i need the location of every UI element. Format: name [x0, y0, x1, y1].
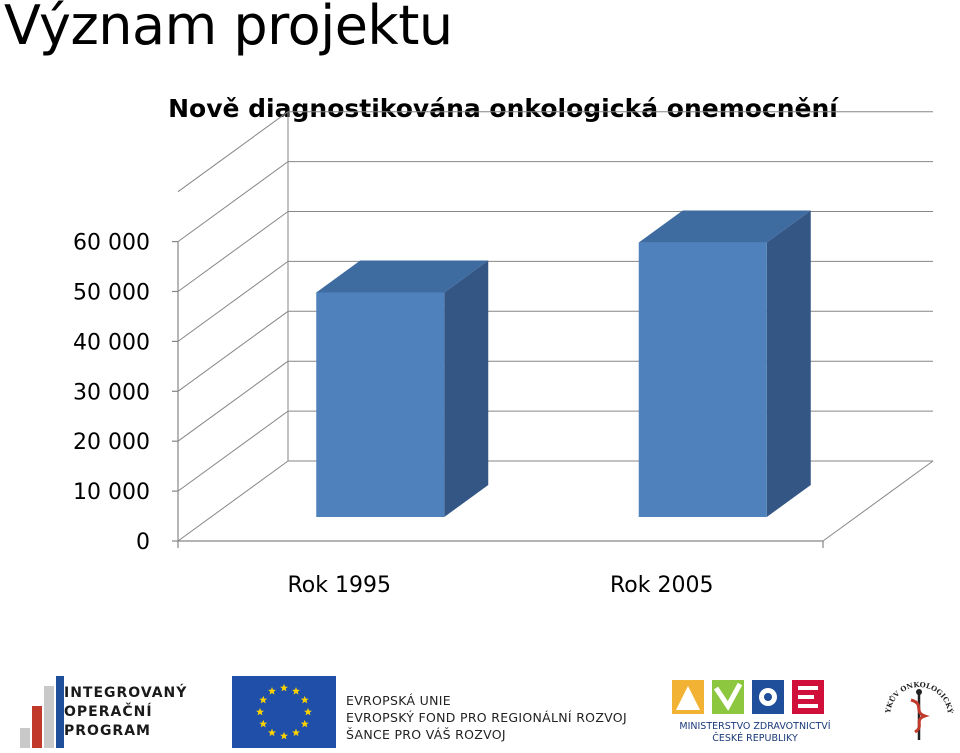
- eu-star-icon: [292, 687, 300, 695]
- eu-line: EVROPSKÁ UNIE: [346, 693, 451, 708]
- bar-front: [638, 242, 767, 518]
- eu-line: ŠANCE PRO VÁŠ ROZVOJ: [346, 727, 506, 742]
- x-tick-label: Rok 2005: [610, 573, 713, 598]
- gridline-side: [177, 460, 289, 542]
- gridline-side: [177, 310, 289, 392]
- eu-star-icon: [268, 687, 276, 695]
- y-tick-label: 40 000: [73, 330, 150, 355]
- footer-logos: INTEGROVANÝ OPERAČNÍ PROGRAM EVROPSKÁ UN…: [0, 668, 960, 750]
- iop-line: PROGRAM: [64, 723, 151, 739]
- eu-star-icon: [280, 683, 288, 692]
- bar-side: [444, 260, 489, 517]
- x-tick-label: Rok 1995: [288, 573, 391, 598]
- ministry-line: ČESKÉ REPUBLIKY: [712, 733, 798, 744]
- bar-2: [638, 210, 811, 518]
- bar-side: [766, 210, 811, 518]
- gridlines: [177, 111, 934, 542]
- eu-star-icon: [259, 719, 268, 728]
- y-tick-label: 50 000: [73, 281, 150, 306]
- page-title: Význam projektu: [4, 0, 453, 57]
- ministry-line: MINISTERSTVO ZDRAVOTNICTVÍ: [679, 721, 831, 732]
- ministry-logo-icon: [672, 680, 824, 714]
- eu-line: EVROPSKÝ FOND PRO REGIONÁLNÍ ROZVOJ: [346, 710, 627, 725]
- eu-star-icon: [300, 719, 309, 728]
- ministry-text: MINISTERSTVO ZDRAVOTNICTVÍ ČESKÉ REPUBLI…: [670, 721, 840, 745]
- y-tick-label: 20 000: [73, 430, 150, 455]
- eu-text: EVROPSKÁ UNIE EVROPSKÝ FOND PRO REGIONÁL…: [346, 692, 627, 743]
- iop-line: OPERAČNÍ: [64, 704, 153, 720]
- iop-line: INTEGROVANÝ: [64, 685, 188, 701]
- chart-title: Nově diagnostikována onkologická onemocn…: [168, 94, 839, 123]
- eu-star-icon: [280, 731, 288, 740]
- y-tick-label: 60 000: [73, 231, 150, 256]
- floor-edge: [822, 460, 934, 542]
- gridline-side: [177, 211, 289, 292]
- iop-text: INTEGROVANÝ OPERAČNÍ PROGRAM: [64, 684, 187, 741]
- eu-star-icon: [268, 728, 276, 737]
- eu-star-icon: [259, 695, 268, 704]
- y-tick-label: 0: [136, 530, 150, 555]
- y-tick-label: 30 000: [73, 380, 150, 405]
- bars: [316, 210, 811, 518]
- iop-logo-icon: [20, 676, 64, 748]
- eu-star-icon: [304, 707, 312, 716]
- bar-front: [316, 292, 445, 517]
- x-tick-labels: Rok 1995 Rok 2005: [288, 573, 714, 598]
- gridline-side: [177, 260, 289, 342]
- bar-top: [638, 210, 811, 243]
- y-tick-label: 10 000: [73, 480, 150, 505]
- eu-star-icon: [256, 707, 264, 716]
- axes: [172, 241, 824, 548]
- eu-star-icon: [292, 728, 300, 737]
- gridline-side: [177, 161, 289, 243]
- bar-top: [316, 260, 489, 293]
- eu-flag-icon: [232, 676, 336, 748]
- bar-1: [316, 260, 489, 517]
- bar-chart: Nově diagnostikována onkologická onemocn…: [73, 94, 934, 598]
- y-tick-labels: 0 10 000 20 000 30 000 40 000 50 000 60 000: [73, 231, 150, 555]
- gridline-side: [177, 111, 289, 193]
- iop-logo: [20, 676, 210, 748]
- gridline-side: [177, 360, 289, 442]
- gridline-side: [177, 410, 289, 492]
- eu-star-icon: [300, 695, 309, 704]
- mou-seal-icon: MASARYKŮV ONKOLOGICKÝ ÚSTAV: [880, 670, 955, 740]
